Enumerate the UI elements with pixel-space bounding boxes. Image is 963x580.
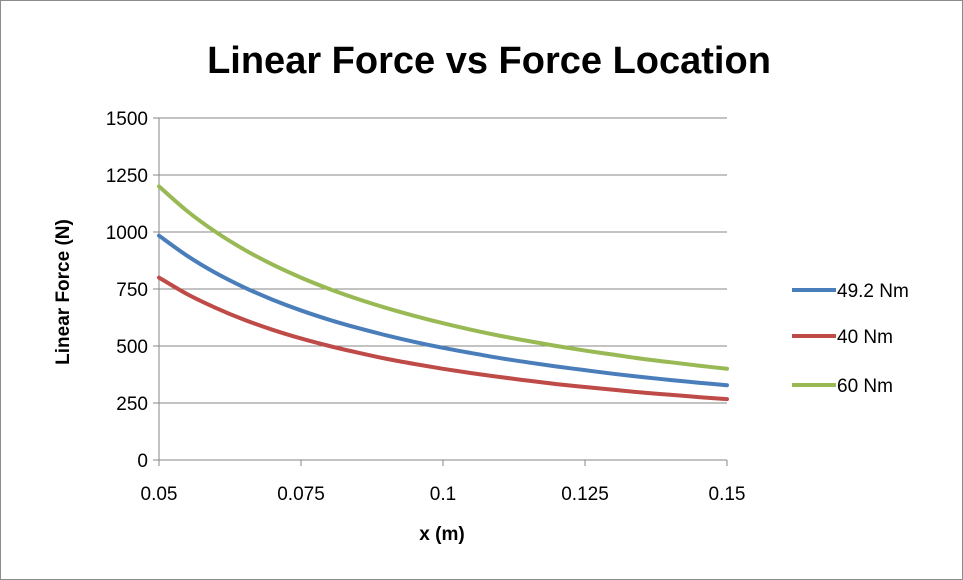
y-tick-label: 1500 (106, 109, 148, 130)
x-axis-ticks: 0.05 0.075 0.1 0.125 0.15 (141, 460, 746, 505)
y-tick-label: 500 (116, 337, 148, 358)
y-tick-label: 250 (116, 394, 148, 415)
gridlines (159, 117, 727, 404)
x-tick-label: 0.125 (561, 484, 609, 505)
x-axis-title: x (m) (419, 524, 464, 545)
chart-title: Linear Force vs Force Location (207, 40, 771, 82)
legend-label: 40 Nm (837, 327, 893, 348)
legend-item: 60 Nm (792, 376, 893, 397)
legend-label: 60 Nm (837, 376, 893, 397)
series-line (157, 233, 729, 388)
legend-label: 49.2 Nm (837, 281, 909, 302)
y-axis-title: Linear Force (N) (53, 219, 74, 365)
series-line (157, 184, 729, 371)
series-line (157, 275, 729, 402)
y-tick-label: 1250 (106, 166, 148, 187)
x-tick-label: 0.1 (430, 484, 456, 505)
x-tick-label: 0.15 (709, 484, 746, 505)
x-tick-label: 0.075 (277, 484, 325, 505)
y-axis-ticks: 0 250 500 750 1000 1250 1500 (106, 109, 159, 472)
legend-item: 49.2 Nm (792, 281, 909, 302)
x-tick-label: 0.05 (141, 484, 178, 505)
y-tick-label: 750 (116, 280, 148, 301)
legend-item: 40 Nm (792, 327, 893, 348)
series-lines (157, 184, 729, 402)
legend: 49.2 Nm 40 Nm 60 Nm (792, 281, 909, 397)
y-tick-label: 1000 (106, 223, 148, 244)
y-tick-label: 0 (137, 451, 148, 472)
